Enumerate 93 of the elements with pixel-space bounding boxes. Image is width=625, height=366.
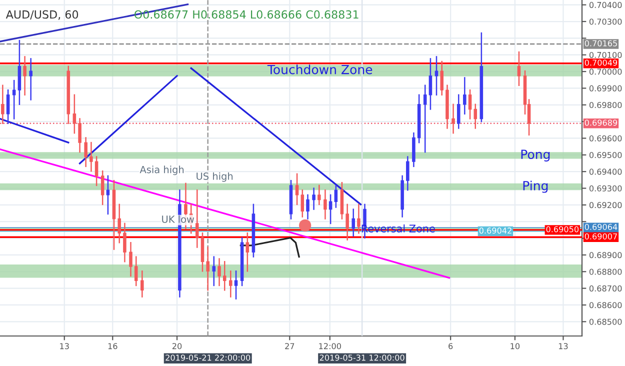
band-label: Ping <box>523 180 548 193</box>
text: AUD/USD, 60 <box>6 10 78 20</box>
y-tick-label: 0.69300 <box>589 185 622 192</box>
ref-line-label: 0.69689 <box>584 120 618 126</box>
y-tick-label: 0.70400 <box>589 2 622 8</box>
candlestick <box>334 184 338 208</box>
candlestick <box>328 194 332 224</box>
y-tick-label: 0.69800 <box>589 102 622 108</box>
candlestick <box>222 261 226 291</box>
candlestick <box>246 232 250 272</box>
ref-line-label: 2019-05-21 22:00:00 <box>166 354 250 361</box>
candlestick <box>229 270 232 298</box>
candlestick <box>72 94 76 134</box>
candlestick <box>463 77 466 115</box>
ref-line-label: 0.69050 <box>546 226 579 232</box>
candlestick <box>434 56 438 96</box>
ref-line-label: 0.69064 <box>584 224 618 230</box>
x-tick-label: 13 <box>558 343 568 350</box>
candlestick <box>312 188 316 210</box>
candlestick <box>140 270 144 298</box>
band-label: Reversal Zone <box>362 224 435 232</box>
candlestick <box>412 132 416 168</box>
y-tick-label: 0.69200 <box>589 202 622 208</box>
y-tick-label: 0.69600 <box>589 135 622 142</box>
candlestick <box>206 246 210 291</box>
x-tick-label: 16 <box>108 343 118 350</box>
candlestick <box>200 232 204 272</box>
band-label: Pong <box>521 150 550 162</box>
x-tick-label: 12:00 <box>319 343 341 350</box>
candlestick <box>306 194 310 220</box>
candlestick <box>428 58 432 110</box>
candlestick <box>234 270 238 300</box>
candlestick <box>218 258 221 286</box>
y-tick-label: 0.68500 <box>589 318 622 325</box>
candlestick <box>318 184 321 206</box>
candlestick <box>195 189 199 248</box>
candlestick <box>346 204 349 240</box>
x-tick-label: 27 <box>285 343 294 350</box>
annotation: US high <box>196 172 233 182</box>
candlestick <box>340 182 344 220</box>
candlestick <box>468 89 472 120</box>
x-tick-label: 20 <box>172 343 182 350</box>
x-tick-label: 10 <box>510 343 520 350</box>
candlestick <box>295 173 299 206</box>
candlestick <box>84 137 88 168</box>
y-tick-label: 0.70100 <box>589 52 622 58</box>
candlestick <box>29 58 32 100</box>
candlestick <box>94 156 98 186</box>
candlestick <box>100 170 104 206</box>
y-tick-label: 0.70000 <box>589 68 622 75</box>
ref-line-label: 0.69042 <box>479 228 512 234</box>
ref-line-label: 2019-05-31 12:00:00 <box>320 354 404 361</box>
candlestick <box>23 56 26 96</box>
candlestick <box>78 118 82 153</box>
annotation: UK low <box>162 215 194 223</box>
candlestick <box>90 142 93 172</box>
x-tick-label: 13 <box>60 343 69 350</box>
candlestick <box>406 156 410 191</box>
y-tick-label: 0.69500 <box>589 152 622 158</box>
candlestick <box>134 256 138 286</box>
candlestick <box>517 51 521 86</box>
y-tick-label: 0.69900 <box>589 85 622 92</box>
candlestick <box>300 189 304 218</box>
candlestick <box>440 60 444 96</box>
candlestick <box>357 204 360 234</box>
y-tick-label: 0.68900 <box>589 252 622 258</box>
candlestick <box>12 80 16 120</box>
y-tick-label: 0.68600 <box>589 302 622 308</box>
y-tick-label: 0.68800 <box>589 268 622 275</box>
candlestick <box>106 175 110 215</box>
candlestick <box>18 40 22 106</box>
candlestick <box>6 89 10 124</box>
annotation: O0.68677 H0.68854 L0.68666 C0.68831 <box>134 10 358 19</box>
ref-line-label: 0.70165 <box>584 40 617 46</box>
candlestick <box>129 242 132 277</box>
y-tick-label: 0.69400 <box>589 168 622 175</box>
ref-line-label: 0.69007 <box>584 233 617 240</box>
candlestick <box>423 84 427 153</box>
candlestick <box>452 104 455 134</box>
candlestick <box>1 84 4 124</box>
candlestick <box>456 94 460 129</box>
candlestick <box>474 104 478 129</box>
candlestick <box>212 256 216 286</box>
band-label: Touchdown Zone <box>267 64 372 74</box>
y-tick-label: 0.68700 <box>589 285 622 292</box>
candlestick <box>352 208 355 237</box>
y-tick-label: 0.70300 <box>589 18 622 25</box>
candlestick <box>118 204 121 244</box>
x-tick-label: 6 <box>448 343 453 350</box>
annotation: Asia high <box>140 166 184 176</box>
candlestick <box>324 189 327 220</box>
candlestick <box>123 222 126 262</box>
ref-line-label: 0.70049 <box>584 60 618 66</box>
